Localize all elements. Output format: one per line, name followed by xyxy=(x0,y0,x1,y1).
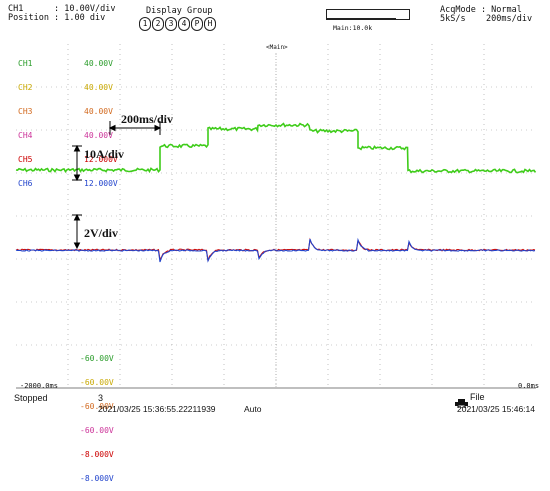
ch6-top-value: 12.000V xyxy=(84,179,118,188)
ch6-name: CH6 xyxy=(18,179,33,188)
x-axis-left-label: -2000.0ms xyxy=(20,382,58,390)
trigger-marker xyxy=(268,44,286,52)
start-timestamp: 2021/03/25 15:36:55.22211939 xyxy=(98,404,216,414)
ch1-bottom-value: -60.00V xyxy=(80,354,114,363)
ch4-top-value: 40.00V xyxy=(84,131,113,140)
printer-icon[interactable] xyxy=(455,393,468,409)
ch5-top-value: 12.000V xyxy=(84,155,118,164)
file-label[interactable]: File xyxy=(470,392,485,402)
ch3-top-value: 40.00V xyxy=(84,107,113,116)
display-group-button-1[interactable]: 1 xyxy=(139,17,151,31)
main-marker-label: <Main> xyxy=(266,44,288,51)
ch4-bottom-value: -60.00V xyxy=(80,426,114,435)
waveform-display xyxy=(15,44,537,389)
top-scale-list: CH1 CH2 CH3 CH4 CH5 CH6 xyxy=(18,44,32,196)
voltage-division-annotation: 2V/div xyxy=(84,226,119,240)
channel-scale-readout: CH1 : 10.00V/div xyxy=(8,4,116,14)
acquisition-mode-readout: AcqMode : Normal xyxy=(440,5,522,15)
display-group-button-3[interactable]: 3 xyxy=(165,17,177,31)
voltage-trace-blue xyxy=(15,237,536,263)
ch2-name: CH2 xyxy=(18,83,33,92)
sample-rate-readout: 5kS/s 200ms/div xyxy=(440,14,533,24)
annotation-lines xyxy=(72,121,162,250)
ch5-bottom-value: -8.000V xyxy=(80,450,114,459)
display-group-button-h[interactable]: H xyxy=(204,17,216,31)
display-group-button-p[interactable]: P xyxy=(191,17,203,31)
bottom-scale-values: -60.00V -60.00V -60.00V -60.00V -8.000V … xyxy=(80,339,114,491)
top-scale-values: 40.00V 40.00V 40.00V 40.00V 12.000V 12.0… xyxy=(84,44,118,196)
main-zoom-label: Main:10.0k xyxy=(333,24,373,32)
end-timestamp: 2021/03/25 15:46:14 xyxy=(457,404,535,414)
ch6-bottom-value: -8.000V xyxy=(80,474,114,483)
zoom-status-box xyxy=(326,9,410,20)
zoom-position-bar xyxy=(326,18,396,23)
trigger-mode: Auto xyxy=(244,404,262,414)
current-division-annotation: 10A/div xyxy=(84,147,125,161)
display-group-button-2[interactable]: 2 xyxy=(152,17,164,31)
current-trace xyxy=(15,122,537,174)
waveform-traces xyxy=(15,122,537,263)
ch1-top-value: 40.00V xyxy=(84,59,113,68)
x-axis-right-label: 0.0ms xyxy=(518,382,540,390)
acquisition-status: Stopped xyxy=(14,393,48,403)
ch5-name: CH5 xyxy=(18,155,33,164)
display-group-label: Display Group xyxy=(146,6,213,16)
acquisition-count: 3 xyxy=(98,393,104,403)
ch2-top-value: 40.00V xyxy=(84,83,113,92)
ch3-bottom-value: -60.00V xyxy=(80,402,114,411)
grid xyxy=(16,44,536,389)
ch4-name: CH4 xyxy=(18,131,33,140)
ch3-name: CH3 xyxy=(18,107,33,116)
ch1-name: CH1 xyxy=(18,59,33,68)
display-group-button-4[interactable]: 4 xyxy=(178,17,190,31)
position-readout: Position : 1.00 div xyxy=(8,13,106,23)
time-division-annotation: 200ms/div xyxy=(121,112,174,126)
ch2-bottom-value: -60.00V xyxy=(80,378,114,387)
